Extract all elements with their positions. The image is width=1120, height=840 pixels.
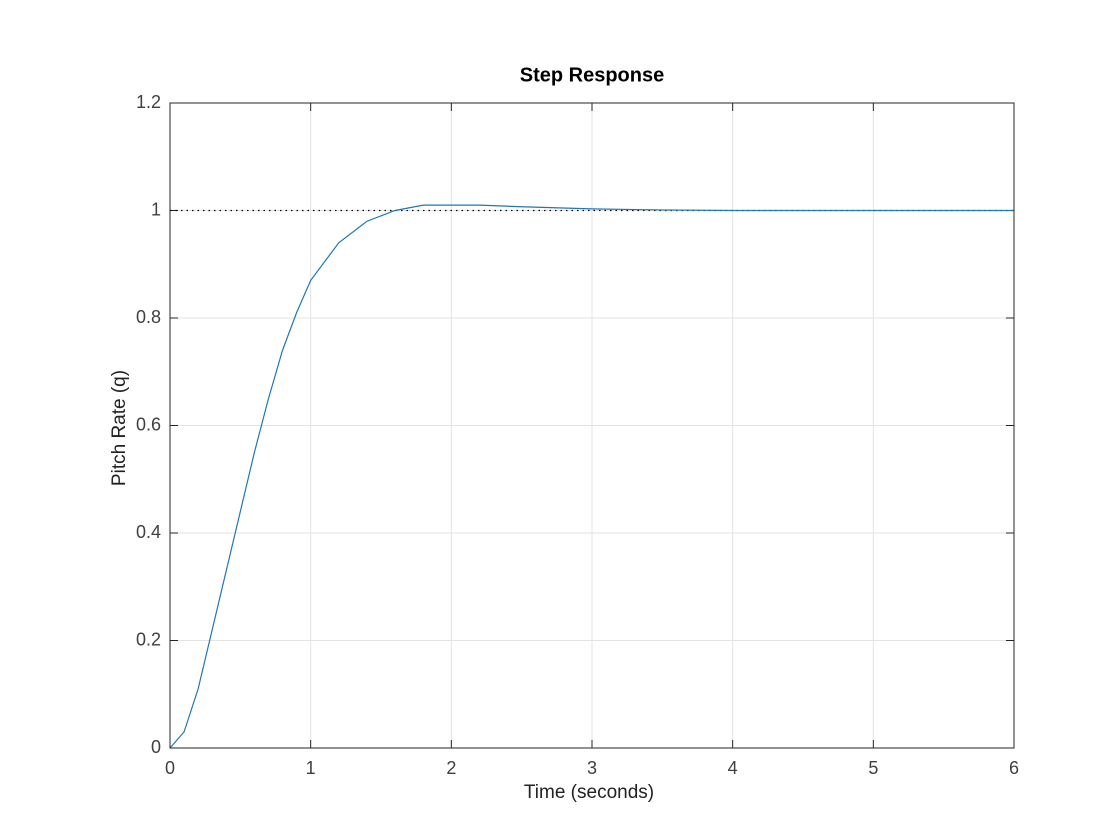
x-tick-label: 4 [728,758,738,778]
x-tick-label: 0 [165,758,175,778]
y-tick-label: 0.8 [136,307,161,327]
y-axis-label: Pitch Rate (q) [109,370,130,486]
x-tick-label: 1 [306,758,316,778]
y-tick-label: 0.2 [136,629,161,649]
y-tick-label: 1.2 [136,92,161,112]
y-tick-label: 0.6 [136,414,161,434]
chart-title: Step Response [520,64,664,86]
x-tick-label: 5 [868,758,878,778]
x-axis-label: Time (seconds) [524,782,654,803]
y-tick-label: 1 [151,199,161,219]
x-tick-label: 6 [1009,758,1019,778]
y-tick-label: 0 [151,737,161,757]
y-tick-label: 0.4 [136,522,161,542]
x-tick-label: 3 [587,758,597,778]
plot-frame [169,102,1015,749]
response-line [169,204,1014,749]
x-tick-label: 2 [446,758,456,778]
